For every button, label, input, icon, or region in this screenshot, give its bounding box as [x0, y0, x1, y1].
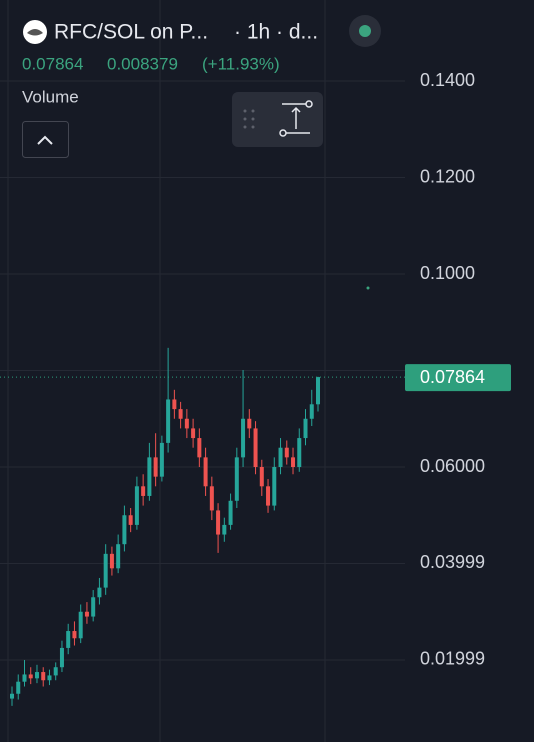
candle-body — [103, 553, 108, 588]
candle-body — [34, 672, 39, 679]
candle-body — [278, 447, 283, 468]
candle-body — [159, 442, 164, 477]
candle-body — [203, 457, 208, 487]
candle-body — [28, 674, 33, 679]
measure-tool[interactable] — [279, 100, 313, 137]
candle-body — [259, 467, 264, 487]
candle-body — [284, 447, 289, 458]
candle-body — [172, 399, 177, 410]
change-pct: (+11.93%) — [202, 54, 280, 73]
candle-body — [47, 675, 52, 681]
candle-body — [234, 457, 239, 501]
last-price-label: 0.07864 — [420, 367, 485, 387]
candle-body — [16, 681, 21, 694]
candle-body — [191, 428, 196, 439]
symbol-title: RFC/SOL on P... — [54, 21, 208, 44]
price: 0.07864 — [22, 54, 83, 73]
candle-body — [10, 693, 14, 699]
y-tick-label: 0.1200 — [420, 166, 475, 186]
candle-body — [228, 500, 233, 525]
candle-body — [241, 418, 246, 458]
candle-body — [41, 672, 46, 681]
change: 0.008379 — [107, 54, 178, 73]
candle-body — [297, 438, 302, 468]
indicator-label: Volume — [22, 87, 79, 106]
chevron-icon — [37, 135, 53, 145]
candle-body — [78, 611, 83, 639]
candle-body — [122, 515, 127, 545]
candle-body — [109, 553, 114, 569]
y-tick-label: 0.01999 — [420, 649, 485, 669]
last-price-tag — [405, 364, 511, 392]
status-dot — [359, 25, 371, 37]
candle-body — [303, 418, 308, 439]
candle-body — [97, 587, 102, 598]
candle-body — [91, 597, 96, 617]
marker-dot — [366, 286, 370, 290]
candle-body — [247, 418, 252, 429]
y-tick-label: 0.03999 — [420, 552, 485, 572]
candle-body — [128, 515, 133, 525]
candle-body — [316, 377, 320, 405]
candle-body — [222, 524, 227, 535]
candle-body — [72, 631, 77, 639]
candle-body — [84, 611, 89, 617]
candle-body — [197, 438, 202, 458]
candle-body — [216, 510, 221, 535]
y-tick-label: 0.06000 — [420, 456, 485, 476]
candle-body — [209, 486, 214, 511]
drag-handle — [243, 109, 255, 129]
candle-body — [59, 647, 64, 668]
candle-body — [309, 404, 314, 419]
y-tick-label: 0.1400 — [420, 70, 475, 90]
candle-body — [266, 486, 271, 506]
candle-body — [178, 409, 183, 419]
candle-body — [147, 457, 152, 496]
candle-body — [53, 667, 58, 676]
y-tick-label: 0.1000 — [420, 263, 475, 283]
candle-body — [166, 399, 171, 443]
candle-body — [272, 467, 277, 506]
candle-body — [184, 418, 189, 429]
interval: · 1h · d... — [234, 21, 318, 44]
candle-body — [153, 457, 158, 477]
candle-body — [116, 544, 121, 569]
candle-body — [253, 428, 258, 468]
candle-body — [134, 486, 139, 525]
candle-body — [141, 486, 146, 496]
candle-body — [66, 631, 71, 648]
candle-body — [291, 457, 296, 468]
candle-body — [22, 674, 27, 682]
collapse-button[interactable] — [22, 121, 69, 158]
logo-detail — [27, 29, 43, 36]
